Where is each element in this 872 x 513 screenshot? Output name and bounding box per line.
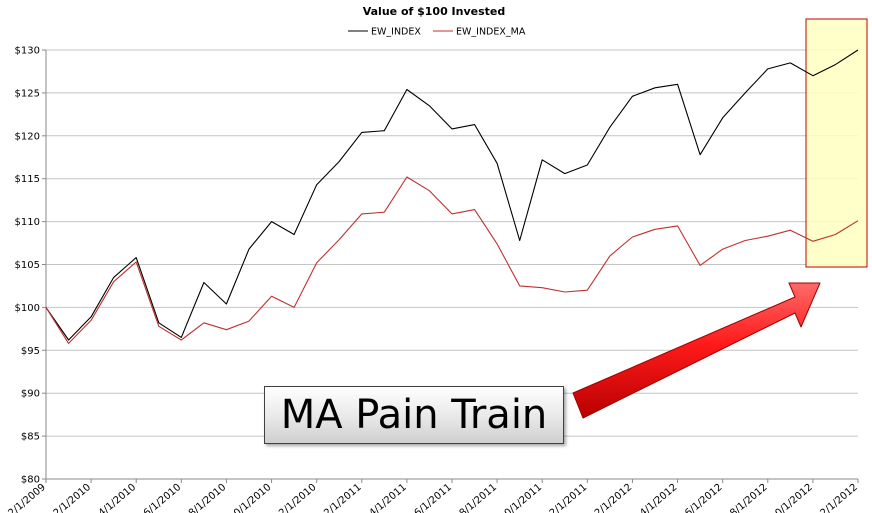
callout-label: MA Pain Train	[264, 386, 564, 444]
x-tick-label: 8/1/2012	[728, 482, 769, 513]
y-tick-label: $105	[15, 260, 40, 271]
y-tick-label: $130	[15, 46, 40, 57]
y-tick-label: $125	[15, 88, 40, 99]
x-tick-label: 2/1/2011	[322, 482, 363, 513]
x-tick-label: 6/1/2012	[683, 482, 724, 513]
series-line-ew-index-ma	[45, 176, 859, 344]
legend-label-ew-index: EW_INDEX	[371, 27, 421, 38]
y-tick-label: $80	[21, 475, 40, 486]
highlight-box	[805, 18, 868, 268]
y-tick-label: $110	[15, 217, 40, 228]
x-tick-label: 12/1/2009	[2, 482, 48, 513]
x-tick-label: 2/1/2010	[52, 482, 93, 513]
x-tick-label: 8/1/2010	[187, 482, 228, 513]
red-arrow	[572, 282, 821, 419]
y-tick-label: $115	[15, 174, 40, 185]
series-line-ew-index	[45, 49, 859, 341]
series-lines	[45, 49, 859, 344]
y-tick-label: $100	[15, 303, 40, 314]
x-tick-label: 6/1/2011	[412, 482, 453, 513]
x-tick-label: 10/1/2011	[498, 482, 544, 513]
x-tick-label: 10/1/2010	[227, 482, 273, 513]
chart-title: Value of $100 Invested	[363, 5, 506, 18]
y-tick-label: $95	[21, 346, 40, 357]
legend: EW_INDEX EW_INDEX_MA	[348, 27, 526, 38]
x-tick-label: 12/1/2011	[543, 482, 589, 513]
x-tick-label: 4/1/2012	[638, 482, 679, 513]
x-tick-label: 10/1/2012	[768, 482, 814, 513]
grid-lines	[46, 49, 858, 437]
y-axis-tick-labels: $80 $85 $90 $95 $100 $105 $110 $115 $120 $125 $130	[15, 46, 40, 486]
x-tick-label: 4/1/2011	[367, 482, 408, 513]
x-tick-label: 4/1/2010	[97, 482, 138, 513]
y-tick-label: $90	[21, 389, 40, 400]
x-axis-tick-labels: 12/1/2009 2/1/2010 4/1/2010 6/1/2010 8/1/201…	[2, 482, 860, 513]
x-tick-label: 6/1/2010	[142, 482, 183, 513]
legend-label-ew-index-ma: EW_INDEX_MA	[456, 27, 526, 38]
y-tick-label: $85	[21, 432, 40, 443]
y-tick-label: $120	[15, 131, 40, 142]
x-tick-label: 8/1/2011	[458, 482, 499, 513]
axes	[42, 49, 859, 483]
x-tick-label: 12/1/2010	[272, 482, 318, 513]
x-tick-label: 2/1/2012	[593, 482, 634, 513]
x-tick-label: 12/1/2012	[814, 482, 860, 513]
